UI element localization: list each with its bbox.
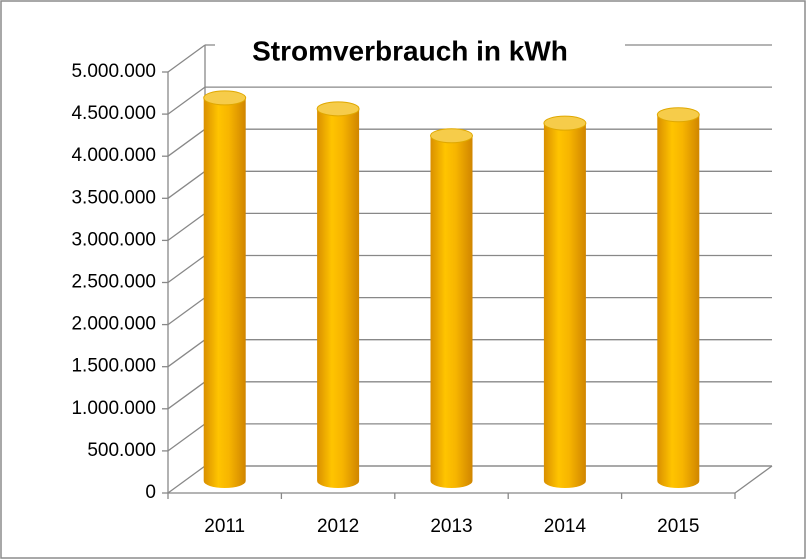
y-tick-label: 4.500.000 [71, 103, 156, 124]
grid-diagonal [167, 44, 206, 73]
bar-top [203, 90, 247, 106]
x-tick-label: 2013 [430, 516, 472, 537]
bar-body [203, 97, 246, 488]
grid-diagonal [167, 254, 206, 284]
grid-diagonal [167, 465, 206, 494]
x-tick-label: 2014 [544, 516, 587, 537]
bar-top [656, 107, 700, 123]
bar-top [430, 128, 473, 144]
bar-body [430, 135, 473, 488]
y-tick-label: 4.000.000 [71, 145, 156, 166]
y-tick-label: 2.500.000 [71, 272, 156, 293]
bar [656, 107, 700, 488]
y-tick-label: 5.000.000 [71, 61, 156, 82]
grid-diagonal [167, 128, 206, 157]
grid-diagonal [167, 423, 206, 452]
bar [316, 101, 360, 488]
bar [543, 115, 587, 489]
x-tick-label: 2012 [317, 516, 359, 537]
y-tick-label: 1.000.000 [71, 398, 156, 419]
bar [203, 90, 247, 488]
y-tick-label: 0 [145, 482, 156, 503]
title-background [215, 28, 625, 76]
x-tick-label: 2015 [657, 516, 699, 537]
grid-diagonal [167, 381, 206, 410]
floor-right [734, 465, 773, 494]
grid-diagonal [167, 297, 206, 326]
bar-top [543, 115, 587, 131]
grid-diagonal [167, 212, 206, 241]
y-tick-label: 500.000 [87, 440, 156, 461]
bar [430, 128, 473, 488]
x-tick-label: 2011 [204, 516, 245, 537]
y-tick-label: 2.000.000 [71, 314, 156, 335]
grid-diagonal [167, 339, 206, 368]
chart-title: Stromverbrauch in kWh [252, 35, 568, 66]
y-tick-label: 3.500.000 [71, 187, 156, 208]
bar-body [657, 114, 700, 488]
grid-diagonal [167, 86, 206, 115]
y-tick-label: 3.000.000 [71, 229, 156, 250]
grid-diagonal [167, 170, 206, 199]
bar-body [317, 108, 360, 488]
bar-top [316, 101, 360, 117]
bars [203, 90, 700, 489]
y-tick-label: 1.500.000 [71, 356, 156, 377]
bar-body [543, 123, 586, 489]
